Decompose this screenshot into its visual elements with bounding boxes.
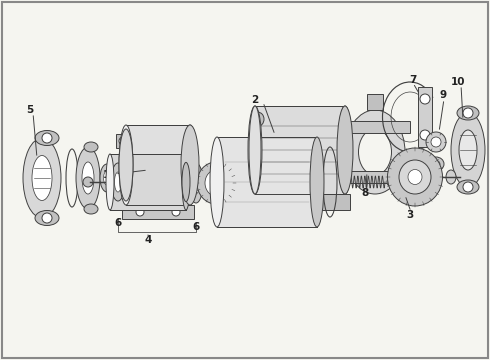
Ellipse shape <box>248 106 262 194</box>
Circle shape <box>420 130 430 140</box>
Ellipse shape <box>252 112 264 126</box>
Text: 6: 6 <box>114 218 122 228</box>
Ellipse shape <box>359 129 392 175</box>
Ellipse shape <box>428 157 444 171</box>
Text: 1: 1 <box>102 170 110 180</box>
Ellipse shape <box>338 106 352 194</box>
Ellipse shape <box>119 129 133 201</box>
Ellipse shape <box>182 162 190 202</box>
Bar <box>116 182 130 196</box>
Circle shape <box>172 208 180 216</box>
Ellipse shape <box>32 156 52 201</box>
Ellipse shape <box>249 106 261 194</box>
Ellipse shape <box>183 125 197 205</box>
Ellipse shape <box>345 110 405 194</box>
Text: 9: 9 <box>440 90 446 100</box>
Ellipse shape <box>115 172 122 192</box>
Ellipse shape <box>252 174 264 188</box>
Text: 5: 5 <box>26 105 34 115</box>
Circle shape <box>463 182 473 192</box>
Ellipse shape <box>181 125 199 205</box>
Text: 8: 8 <box>361 188 368 198</box>
Ellipse shape <box>459 130 477 170</box>
Ellipse shape <box>100 164 114 192</box>
Circle shape <box>119 185 127 193</box>
Circle shape <box>463 108 473 118</box>
Text: 4: 4 <box>145 235 152 245</box>
Bar <box>367 94 383 110</box>
Bar <box>418 87 432 147</box>
Ellipse shape <box>119 125 133 205</box>
Ellipse shape <box>182 154 190 210</box>
Circle shape <box>83 177 93 187</box>
Circle shape <box>387 177 397 187</box>
Bar <box>126 125 190 205</box>
Ellipse shape <box>446 170 456 184</box>
Ellipse shape <box>23 138 61 218</box>
Circle shape <box>42 213 52 223</box>
Ellipse shape <box>189 163 203 203</box>
Ellipse shape <box>457 180 479 194</box>
Text: 7: 7 <box>409 75 416 85</box>
Ellipse shape <box>210 137 224 227</box>
Ellipse shape <box>310 137 324 227</box>
Circle shape <box>420 94 430 104</box>
Circle shape <box>119 137 127 145</box>
Ellipse shape <box>35 131 59 145</box>
Bar <box>255 106 345 194</box>
Ellipse shape <box>426 132 446 152</box>
Ellipse shape <box>399 160 431 194</box>
Ellipse shape <box>432 161 440 167</box>
Ellipse shape <box>82 162 94 194</box>
Text: 6: 6 <box>193 222 199 232</box>
Circle shape <box>42 133 52 143</box>
Ellipse shape <box>388 148 442 206</box>
Ellipse shape <box>106 154 114 210</box>
Circle shape <box>136 208 144 216</box>
Bar <box>217 137 317 227</box>
Ellipse shape <box>193 172 199 194</box>
Bar <box>340 171 410 183</box>
Ellipse shape <box>35 211 59 225</box>
Ellipse shape <box>84 142 98 152</box>
Ellipse shape <box>457 106 479 120</box>
Text: 2: 2 <box>251 95 259 105</box>
Ellipse shape <box>111 163 125 201</box>
Bar <box>110 154 186 210</box>
Text: 10: 10 <box>451 77 465 87</box>
Ellipse shape <box>451 112 485 188</box>
Ellipse shape <box>205 170 227 196</box>
Bar <box>122 205 194 219</box>
Ellipse shape <box>103 171 111 185</box>
Ellipse shape <box>76 147 100 209</box>
Ellipse shape <box>84 204 98 214</box>
Ellipse shape <box>337 106 353 194</box>
Ellipse shape <box>431 137 441 147</box>
Ellipse shape <box>408 170 422 185</box>
Bar <box>340 121 410 133</box>
Bar <box>250 194 350 210</box>
Bar <box>116 134 130 148</box>
Text: 3: 3 <box>406 210 414 220</box>
Ellipse shape <box>197 162 235 204</box>
